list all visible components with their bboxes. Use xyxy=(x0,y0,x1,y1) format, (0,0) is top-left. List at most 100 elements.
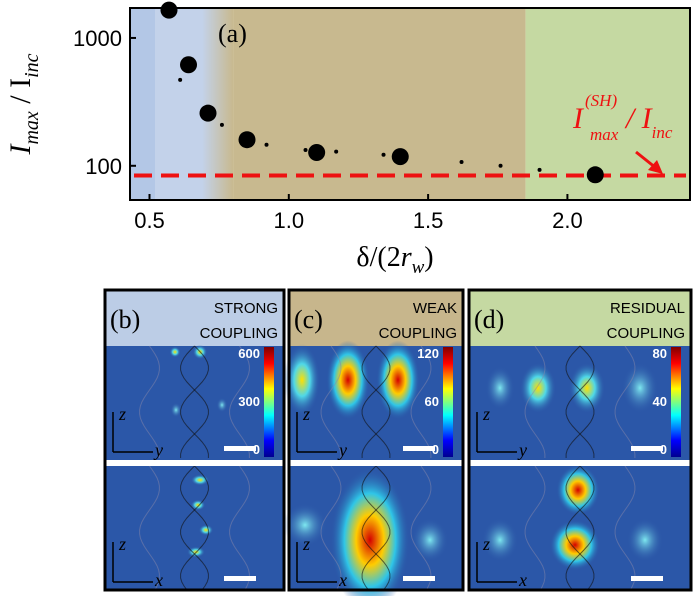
panel-header xyxy=(289,290,463,346)
trend-dot xyxy=(598,169,603,174)
axis-letter: z xyxy=(118,404,126,424)
region-band xyxy=(233,8,526,200)
x-tick-label: 2.0 xyxy=(552,208,583,233)
helix-wire xyxy=(180,345,209,458)
field-hotspot xyxy=(170,402,182,418)
panel-title: WEAK xyxy=(413,300,457,317)
panel-title: RESIDUAL xyxy=(610,300,685,317)
trend-dot xyxy=(537,167,542,172)
helix-wire xyxy=(565,345,595,458)
field-map xyxy=(105,466,284,590)
helix-wire xyxy=(565,345,595,458)
axis-letter: x xyxy=(338,570,347,590)
colorbar-label: 600 xyxy=(238,346,260,361)
field-hotspot xyxy=(412,518,448,562)
annotation: I(SH) max / Iinc xyxy=(572,91,673,144)
helix-wire xyxy=(361,465,391,591)
axis-letter: y xyxy=(517,440,527,460)
data-point xyxy=(160,1,178,19)
axis-letter: z xyxy=(482,404,490,424)
x-axis-label: δ/(2rw) xyxy=(356,242,433,278)
panel-title: COUPLING xyxy=(200,325,278,342)
field-hotspot xyxy=(198,524,214,536)
trend-dot xyxy=(264,142,269,147)
text-part: I xyxy=(4,143,37,156)
y-tick-label: 1000 xyxy=(73,26,122,51)
data-point xyxy=(586,166,604,184)
colorbar-label: 120 xyxy=(417,346,439,361)
scale-bar xyxy=(224,446,256,451)
text-part: δ/(2 xyxy=(356,242,400,273)
helix-wire xyxy=(320,465,342,591)
field-hotspot xyxy=(569,362,605,414)
field-hotspot xyxy=(169,346,181,358)
region-band xyxy=(525,8,690,200)
helix-wire xyxy=(524,345,546,458)
plot-frame xyxy=(129,7,691,201)
colorbar-label: 60 xyxy=(425,394,439,409)
trend-dot xyxy=(219,122,224,127)
helix-wire xyxy=(229,345,250,458)
helix-wire xyxy=(229,465,250,591)
colorbar-label: 0 xyxy=(432,442,439,457)
helix-wire xyxy=(565,465,595,591)
data-point xyxy=(308,144,326,162)
colorbar xyxy=(264,347,274,457)
text-part: max xyxy=(590,125,619,144)
helix-wire xyxy=(180,465,209,591)
trend-dot xyxy=(178,77,183,82)
panel-title: COUPLING xyxy=(607,325,685,342)
field-hotspot xyxy=(556,464,600,516)
panel-header xyxy=(469,290,691,346)
helix-wire xyxy=(139,465,160,591)
axis-letter: z xyxy=(482,534,490,554)
text-part: inc xyxy=(652,123,673,142)
trend-dot xyxy=(242,132,247,137)
data-point xyxy=(238,131,256,149)
field-hotspot xyxy=(330,468,410,596)
data-point xyxy=(180,56,198,74)
field-hotspot xyxy=(622,362,658,414)
text-part: ) xyxy=(424,242,433,273)
data-point xyxy=(199,104,217,122)
trend-dot xyxy=(303,147,308,152)
panel-title: STRONG xyxy=(214,300,278,317)
panel-label: (d) xyxy=(474,305,504,334)
field-hotspot xyxy=(520,362,556,414)
field-hotspot xyxy=(376,340,420,420)
helix-wire xyxy=(614,345,636,458)
colorbar-label: 40 xyxy=(653,394,667,409)
axis-letter: x xyxy=(154,570,163,590)
helix-wire xyxy=(361,465,391,591)
field-map xyxy=(105,346,284,460)
helix-wire xyxy=(524,465,546,591)
trend-dot xyxy=(498,163,503,168)
helix-wire xyxy=(410,465,432,591)
axis-letter: y xyxy=(153,440,163,460)
divider xyxy=(105,460,284,466)
text-part: I xyxy=(572,102,585,135)
helix-wire xyxy=(361,345,391,458)
colorbar-label: 0 xyxy=(660,442,667,457)
colorbar-label: 300 xyxy=(238,394,260,409)
axis-letter: y xyxy=(337,440,347,460)
trend-dot xyxy=(459,160,464,165)
text-part: inc xyxy=(21,53,43,78)
field-hotspot xyxy=(482,518,518,562)
scale-bar xyxy=(224,576,256,581)
helix-wire xyxy=(565,465,595,591)
region-band-tint xyxy=(130,8,155,200)
axis-letter: x xyxy=(518,570,527,590)
annotation-arrowhead xyxy=(648,160,663,174)
x-tick-label: 0.5 xyxy=(134,208,165,233)
y-axis-label: Imax / Iinc xyxy=(4,53,43,155)
field-hotspot xyxy=(216,397,228,413)
helix-wire xyxy=(180,465,209,591)
field-hotspot xyxy=(283,503,327,547)
field-hotspot xyxy=(549,519,601,571)
text-part: r xyxy=(401,242,412,273)
colorbar-label: 0 xyxy=(253,442,260,457)
panel-label: (c) xyxy=(294,305,323,334)
text-part: max xyxy=(21,111,43,144)
